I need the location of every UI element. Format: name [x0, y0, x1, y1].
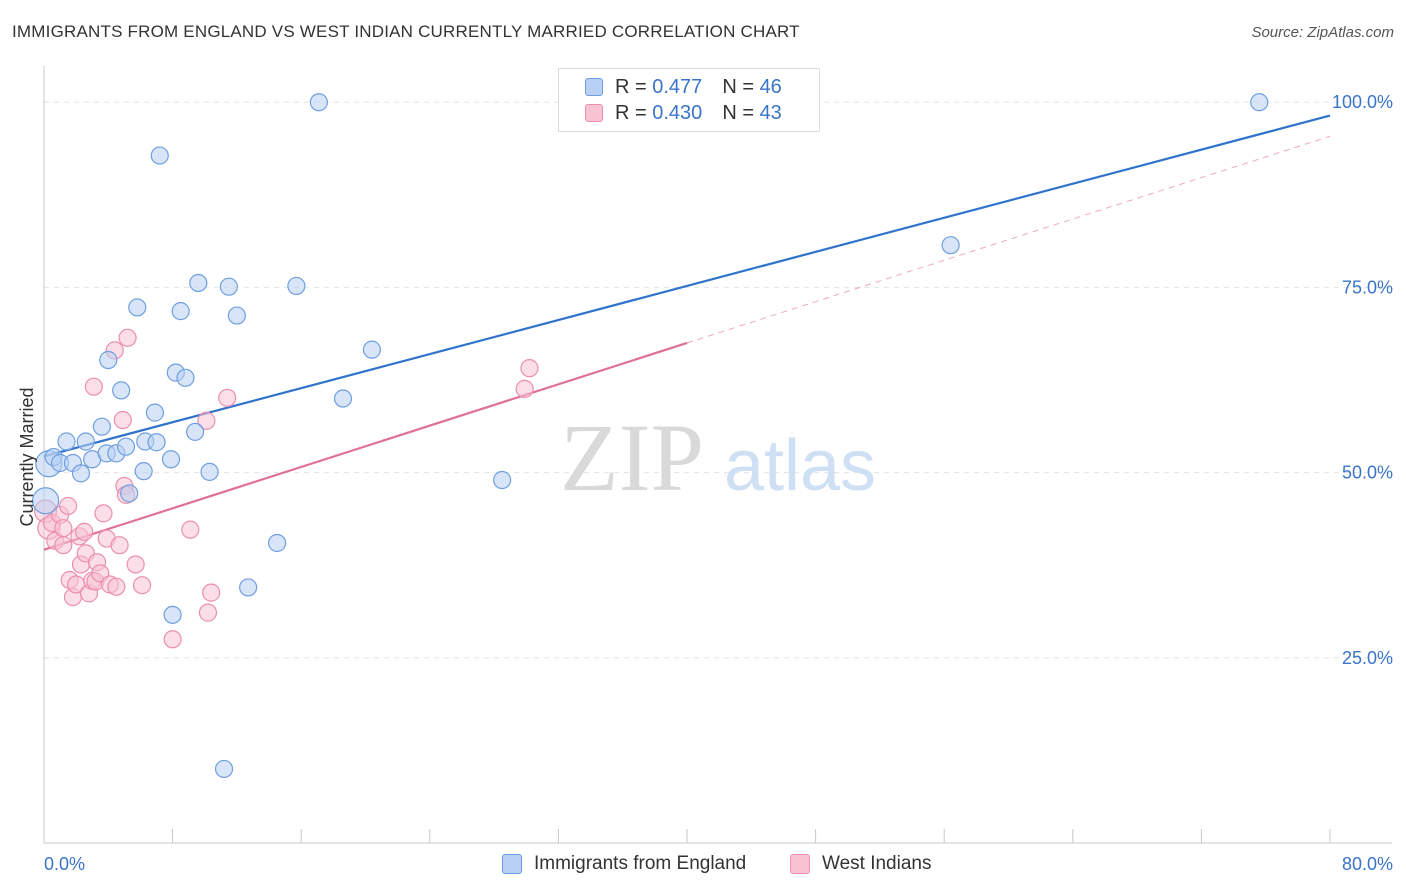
point-england [176, 368, 195, 387]
series-swatch-england [502, 854, 522, 874]
series-label-england: Immigrants from England [534, 853, 747, 874]
point-england [227, 306, 246, 325]
point-england [941, 236, 960, 255]
point-england [1250, 93, 1269, 112]
point-england [57, 432, 76, 451]
point-west-indians [197, 411, 216, 430]
legend-r-label: R = [615, 101, 647, 124]
point-england [92, 417, 111, 436]
legend-row-england: R = 0.477 N = 46 [585, 76, 782, 98]
legend-n-value: 43 [759, 101, 782, 124]
point-england [219, 277, 238, 296]
y-tick-label: 50.0% [1342, 463, 1393, 483]
point-england [71, 464, 91, 483]
point-west-indians [75, 522, 94, 541]
point-england [287, 276, 306, 296]
point-west-indians [132, 576, 152, 595]
legend-r-value: 0.430 [652, 101, 703, 124]
trend-line-england [43, 114, 1331, 458]
point-west-indians [198, 603, 218, 622]
point-england [128, 298, 147, 317]
point-england [134, 462, 153, 481]
point-west-indians [202, 583, 221, 602]
point-england [267, 533, 287, 553]
series-label-west-indians: West Indians [822, 853, 932, 874]
point-west-indians [54, 536, 73, 555]
watermark-zip: ZIP [560, 404, 704, 511]
trend-lines [43, 114, 1331, 551]
point-west-indians [181, 520, 200, 539]
y-tick-label: 25.0% [1342, 648, 1393, 668]
stats-legend: R = 0.477 N = 46 R = 0.430 N = 43 [558, 68, 820, 132]
grid-lines [44, 101, 1392, 659]
legend-r-label: R = [615, 75, 647, 98]
point-england [150, 146, 169, 165]
point-england [112, 381, 131, 400]
legend-swatch-england [585, 78, 603, 96]
trend-extension-west-indians [686, 135, 1331, 344]
x-tick-label: 80.0% [1342, 854, 1393, 874]
point-west-indians [118, 328, 137, 347]
point-england [239, 578, 258, 597]
trend-line-west-indians [43, 341, 688, 551]
point-west-indians [163, 630, 182, 649]
point-west-indians [59, 496, 78, 516]
point-england [171, 302, 190, 321]
chart-title: IMMIGRANTS FROM ENGLAND VS WEST INDIAN C… [12, 22, 800, 41]
watermark-atlas: atlas [724, 426, 876, 506]
axes [43, 66, 1392, 844]
y-tick-label: 100.0% [1332, 92, 1393, 112]
point-england [200, 462, 219, 481]
point-england [493, 470, 512, 490]
point-west-indians [113, 410, 132, 430]
point-west-indians [54, 519, 73, 538]
tick-labels: 25.0% 50.0% 75.0% 100.0% 0.0% 80.0% [44, 92, 1393, 874]
point-england [99, 350, 118, 370]
point-england [145, 403, 165, 422]
legend-row-west-indians: R = 0.430 N = 43 [585, 102, 782, 124]
point-england [309, 93, 328, 112]
point-england [333, 389, 353, 408]
legend-n-label: N = [722, 75, 754, 98]
y-tick-label: 75.0% [1342, 277, 1393, 297]
point-england [161, 450, 181, 469]
point-england [362, 340, 382, 359]
point-england [214, 759, 234, 779]
series-legend-west-indians: West Indians [790, 852, 931, 876]
point-england [189, 273, 208, 293]
point-west-indians [126, 555, 145, 574]
point-west-indians [107, 577, 126, 596]
point-england [76, 432, 95, 451]
series-legend-england: Immigrants from England [502, 852, 746, 876]
legend-swatch-west-indians [585, 104, 603, 122]
legend-r-value: 0.477 [652, 75, 703, 98]
point-west-indians [218, 388, 237, 407]
point-england [147, 433, 166, 452]
point-england [120, 484, 139, 503]
point-west-indians [520, 359, 539, 378]
legend-n-label: N = [722, 101, 754, 124]
legend-n-value: 46 [759, 75, 782, 98]
series-swatch-west-indians [790, 854, 810, 874]
x-tick-label: 0.0% [44, 854, 85, 874]
point-west-indians [110, 536, 129, 555]
chart-source: Source: ZipAtlas.com [1251, 24, 1394, 41]
point-england [32, 487, 60, 515]
watermark: ZIP atlas [560, 404, 876, 511]
point-west-indians [515, 379, 534, 399]
point-west-indians [84, 377, 103, 396]
point-west-indians [94, 504, 113, 523]
point-england [163, 605, 182, 624]
point-england [116, 437, 136, 456]
y-axis-label: Currently Married [17, 387, 37, 526]
point-england [186, 422, 205, 441]
data-points [32, 93, 1269, 779]
